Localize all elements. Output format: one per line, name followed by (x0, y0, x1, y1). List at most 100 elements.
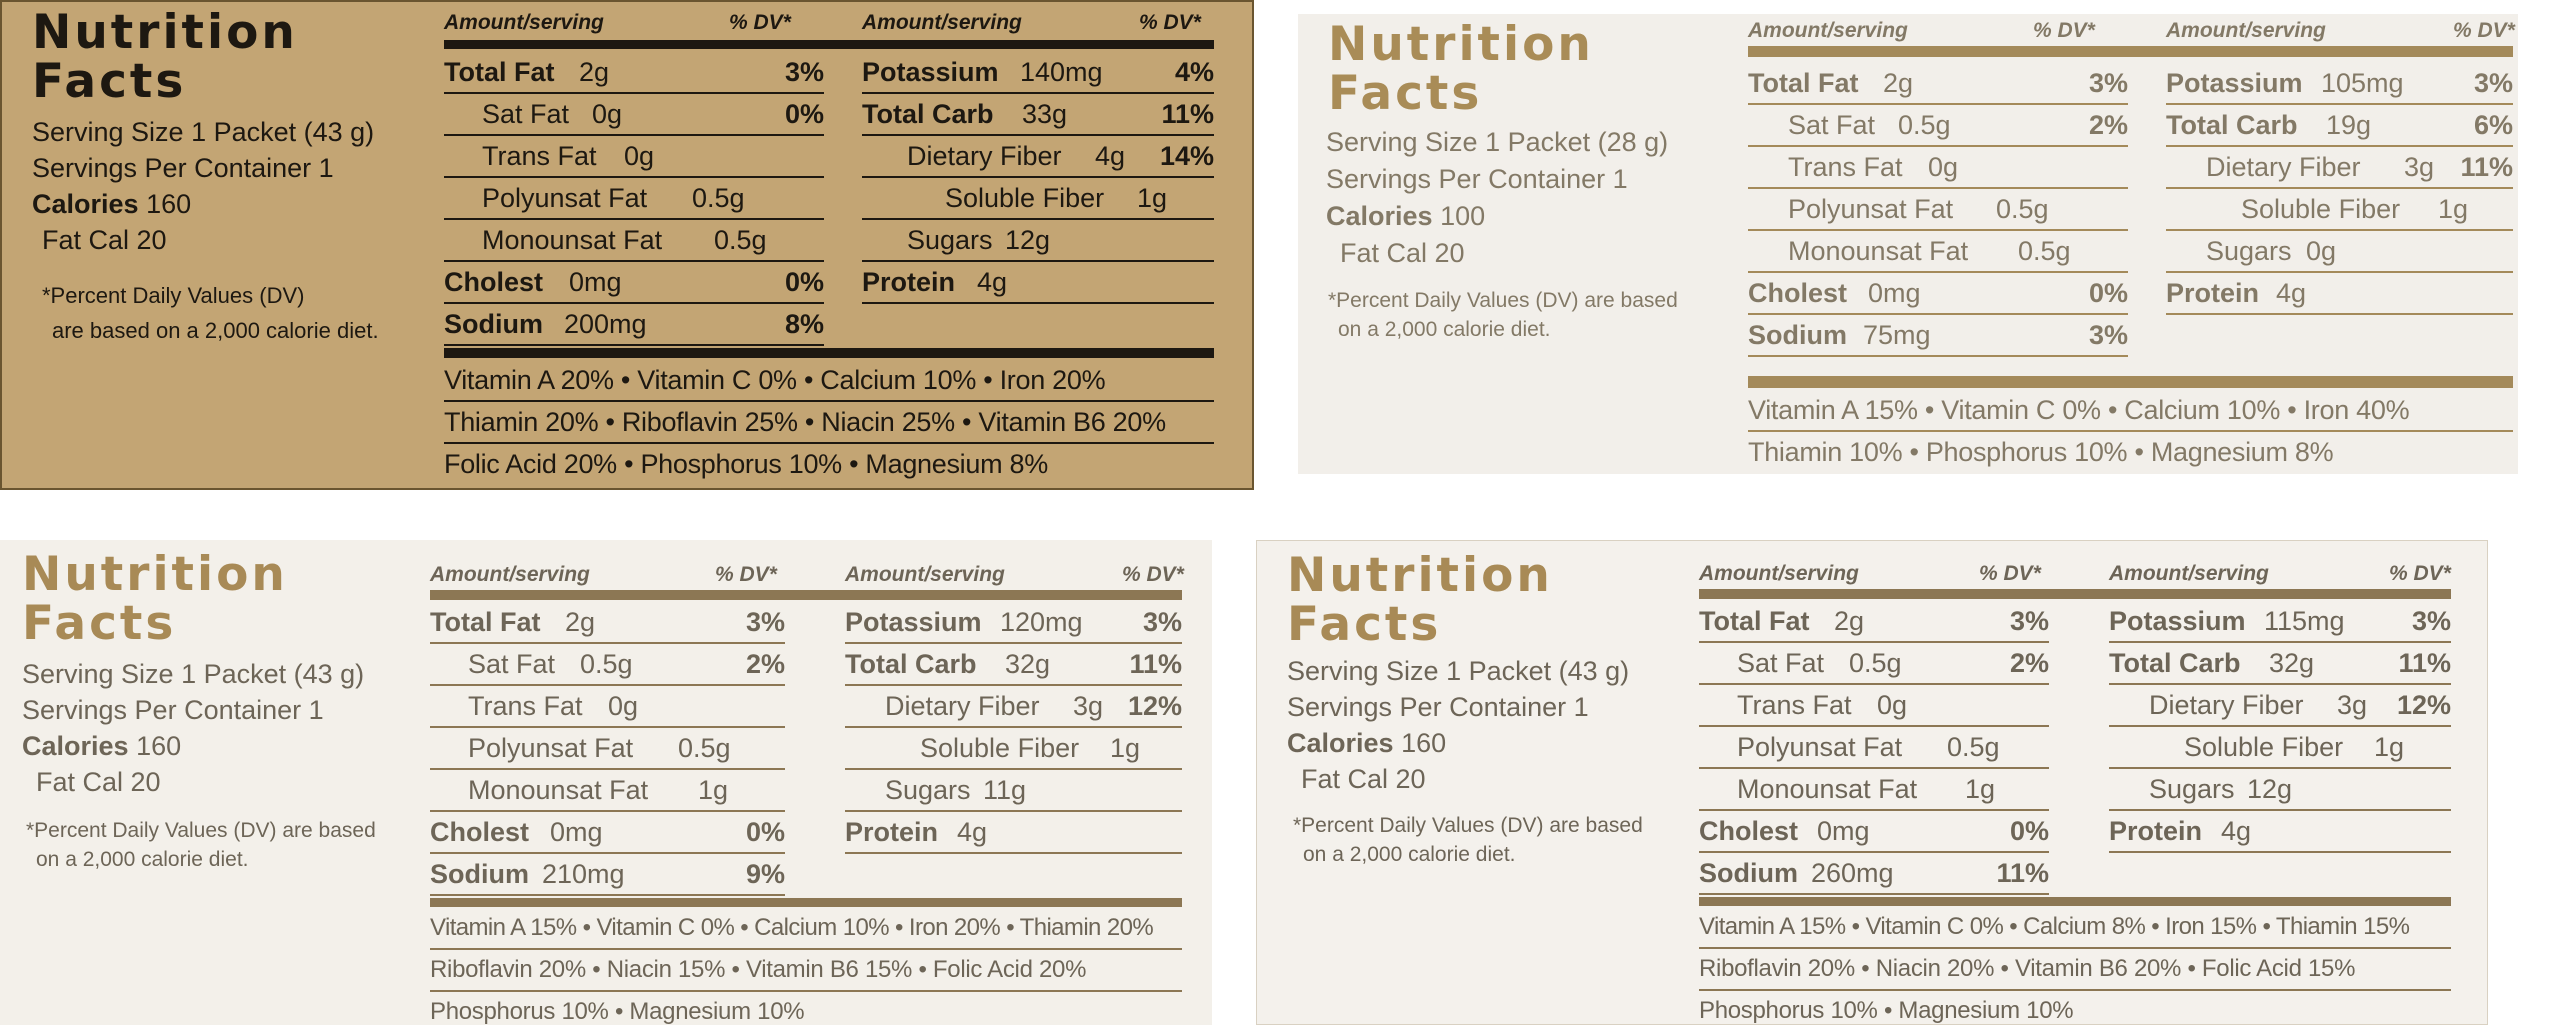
nutrient-row-monounsat-fat: Monounsat Fat 0.5g (444, 220, 824, 262)
vitamin-line: Folic Acid 20% • Phosphorus 10% • Magnes… (444, 449, 1048, 479)
serving-size: Serving Size 1 Packet (43 g) (1287, 656, 1630, 686)
nutrient-row-polyunsat-fat: Polyunsat Fat 0.5g (444, 178, 824, 220)
header-rule (1699, 589, 2451, 599)
nutrient-row-total-fat: Total Fat 2g 3% (1748, 63, 2128, 105)
nutrient-row-trans-fat: Trans Fat 0g (430, 686, 785, 728)
nutrient-row-cholest: Cholest 0mg 0% (444, 262, 824, 304)
nutrient-grid: Amount/serving % DV* Amount/serving % DV… (1699, 561, 2451, 1024)
nutrients-left: Total Fat 2g 3% Sat Fat 0.5g 2% Trans Fat 0g … (430, 602, 785, 896)
panel-title: Nutrition Facts (22, 547, 288, 651)
nutrient-row-dietary-fiber: Dietary Fiber 3g 12% (845, 686, 1182, 728)
calories: Calories 100 (1326, 201, 1486, 231)
nutrient-row-polyunsat-fat: Polyunsat Fat 0.5g (430, 728, 785, 770)
nutrient-row-sat-fat: Sat Fat 0.5g 2% (430, 644, 785, 686)
vitamin-line: Phosphorus 10% • Magnesium 10% (1699, 997, 2074, 1024)
nutrient-row-total-carb: Total Carb 19g 6% (2166, 105, 2513, 147)
nutrient-row-soluble-fiber: Soluble Fiber 1g (2166, 189, 2513, 231)
footnote: *Percent Daily Values (DV) are based on … (26, 819, 376, 871)
nutrient-row-polyunsat-fat: Polyunsat Fat 0.5g (1699, 727, 2049, 769)
column-headers: Amount/serving % DV* Amount/serving % DV… (444, 11, 1201, 34)
nutrient-row-potassium: Potassium 120mg 3% (845, 602, 1182, 644)
nutrient-row-trans-fat: Trans Fat 0g (1699, 685, 2049, 727)
panel-title: Nutrition Facts (32, 5, 298, 109)
serving-size: Serving Size 1 Packet (43 g) (32, 117, 375, 147)
nutrient-row-sat-fat: Sat Fat 0g 0% (444, 94, 824, 136)
nutrients-right: Potassium 140mg 4% Total Carb 33g 11% Dietar… (862, 52, 1214, 304)
nutrient-grid: Amount/serving % DV* Amount/serving % DV… (430, 562, 1184, 1025)
nutrient-row-trans-fat: Trans Fat 0g (1748, 147, 2128, 189)
nutrients-right: Potassium 105mg 3% Total Carb 19g 6% Dietary… (2166, 63, 2513, 315)
nutrient-grid: Amount/serving % DV* Amount/serving % DV… (1748, 18, 2515, 468)
footnote: *Percent Daily Values (DV) are based on … (42, 283, 379, 343)
nutrients-left: Total Fat 2g 3% Sat Fat 0.5g 2% Trans Fat 0g … (1748, 63, 2128, 357)
fat-calories: Fat Cal 20 (42, 225, 167, 255)
nutrient-row-protein: Protein 4g (2109, 811, 2451, 853)
serving-info: Serving Size 1 Packet (43 g) Servings Pe… (22, 656, 364, 800)
footnote: *Percent Daily Values (DV) are based on … (1328, 289, 1678, 341)
fat-calories: Fat Cal 20 (36, 767, 161, 797)
serving-info: Serving Size 1 Packet (28 g) Servings Pe… (1326, 124, 1668, 272)
nutrient-row-cholest: Cholest 0mg 0% (430, 812, 785, 854)
panel-title: Nutrition Facts (1328, 17, 1594, 121)
nutrient-row-protein: Protein 4g (862, 262, 1214, 304)
vitamin-line: Thiamin 20% • Riboflavin 25% • Niacin 25… (444, 402, 1214, 444)
nutrients-right: Potassium 120mg 3% Total Carb 32g 11% Dietar… (845, 602, 1182, 854)
panel-title: Nutrition Facts (1287, 548, 1553, 652)
header-rule (444, 40, 1214, 49)
vitamin-line: Vitamin A 15% • Vitamin C 0% • Calcium 1… (430, 908, 1182, 950)
nutrient-row-sat-fat: Sat Fat 0.5g 2% (1748, 105, 2128, 147)
nutrient-row-sodium: Sodium 210mg 9% (430, 854, 785, 896)
vitamin-line: Vitamin A 20% • Vitamin C 0% • Calcium 1… (444, 360, 1214, 402)
nutrient-row-soluble-fiber: Soluble Fiber 1g (845, 728, 1182, 770)
nutrient-row-total-carb: Total Carb 33g 11% (862, 94, 1214, 136)
vitamin-rule (1748, 376, 2513, 388)
vitamin-line: Vitamin A 15% • Vitamin C 0% • Calcium 1… (1748, 390, 2513, 432)
vitamin-line: Phosphorus 10% • Magnesium 10% (430, 998, 805, 1025)
nutrient-row-potassium: Potassium 140mg 4% (862, 52, 1214, 94)
vitamin-rule (444, 348, 1214, 358)
vitamin-line: Riboflavin 20% • Niacin 20% • Vitamin B6… (1699, 949, 2451, 991)
nutrient-row-dietary-fiber: Dietary Fiber 3g 11% (2166, 147, 2513, 189)
nutrition-label-2: Nutrition Facts Serving Size 1 Packet (2… (1298, 14, 2518, 474)
nutrition-label-3: Nutrition Facts Serving Size 1 Packet (4… (0, 540, 1212, 1025)
nutrients-left: Total Fat 2g 3% Sat Fat 0g 0% Trans Fat 0g Po… (444, 52, 824, 346)
nutrient-row-potassium: Potassium 105mg 3% (2166, 63, 2513, 105)
calories: Calories 160 (1287, 728, 1447, 758)
vitamins-minerals: Vitamin A 15% • Vitamin C 0% • Calcium 1… (1748, 390, 2513, 474)
nutrient-row-monounsat-fat: Monounsat Fat 0.5g (1748, 231, 2128, 273)
nutrient-row-sugars: Sugars 12g (862, 220, 1214, 262)
vitamin-line: Riboflavin 20% • Niacin 15% • Vitamin B6… (430, 950, 1182, 992)
column-headers: Amount/serving % DV* Amount/serving % DV… (430, 563, 1184, 586)
vitamin-line: Vitamin A 15% • Vitamin C 0% • Calcium 8… (1699, 907, 2451, 949)
nutrient-row-protein: Protein 4g (2166, 273, 2513, 315)
nutrient-row-sodium: Sodium 260mg 11% (1699, 853, 2049, 895)
nutrient-row-sugars: Sugars 11g (845, 770, 1182, 812)
column-headers: Amount/serving % DV* Amount/serving % DV… (1748, 19, 2515, 42)
serving-size: Serving Size 1 Packet (28 g) (1326, 127, 1669, 157)
nutrient-row-dietary-fiber: Dietary Fiber 4g 14% (862, 136, 1214, 178)
serving-size: Serving Size 1 Packet (43 g) (22, 659, 365, 689)
nutrient-row-sugars: Sugars 0g (2166, 231, 2513, 273)
nutrient-row-total-carb: Total Carb 32g 11% (2109, 643, 2451, 685)
nutrient-grid: Amount/serving % DV* Amount/serving % DV… (444, 10, 1214, 485)
nutrient-row-protein: Protein 4g (845, 812, 1182, 854)
fat-calories: Fat Cal 20 (1301, 764, 1426, 794)
servings-per-container: Servings Per Container 1 (1326, 164, 1628, 194)
nutrient-row-cholest: Cholest 0mg 0% (1748, 273, 2128, 315)
nutrient-row-soluble-fiber: Soluble Fiber 1g (862, 178, 1214, 220)
nutrient-row-trans-fat: Trans Fat 0g (444, 136, 824, 178)
serving-info: Serving Size 1 Packet (43 g) Servings Pe… (32, 114, 374, 258)
header-rule (1748, 46, 2513, 57)
vitamins-minerals: Vitamin A 15% • Vitamin C 0% • Calcium 1… (430, 908, 1182, 1025)
servings-per-container: Servings Per Container 1 (32, 153, 334, 183)
servings-per-container: Servings Per Container 1 (1287, 692, 1589, 722)
vitamins-minerals: Vitamin A 20% • Vitamin C 0% • Calcium 1… (444, 360, 1214, 486)
nutrient-row-sugars: Sugars 12g (2109, 769, 2451, 811)
nutrient-row-sodium: Sodium 200mg 8% (444, 304, 824, 346)
vitamin-line: Thiamin 10% • Phosphorus 10% • Magnesium… (1748, 437, 2334, 467)
nutrient-row-monounsat-fat: Monounsat Fat 1g (1699, 769, 2049, 811)
calories: Calories 160 (32, 189, 192, 219)
nutrient-row-polyunsat-fat: Polyunsat Fat 0.5g (1748, 189, 2128, 231)
calories: Calories 160 (22, 731, 182, 761)
nutrient-row-soluble-fiber: Soluble Fiber 1g (2109, 727, 2451, 769)
